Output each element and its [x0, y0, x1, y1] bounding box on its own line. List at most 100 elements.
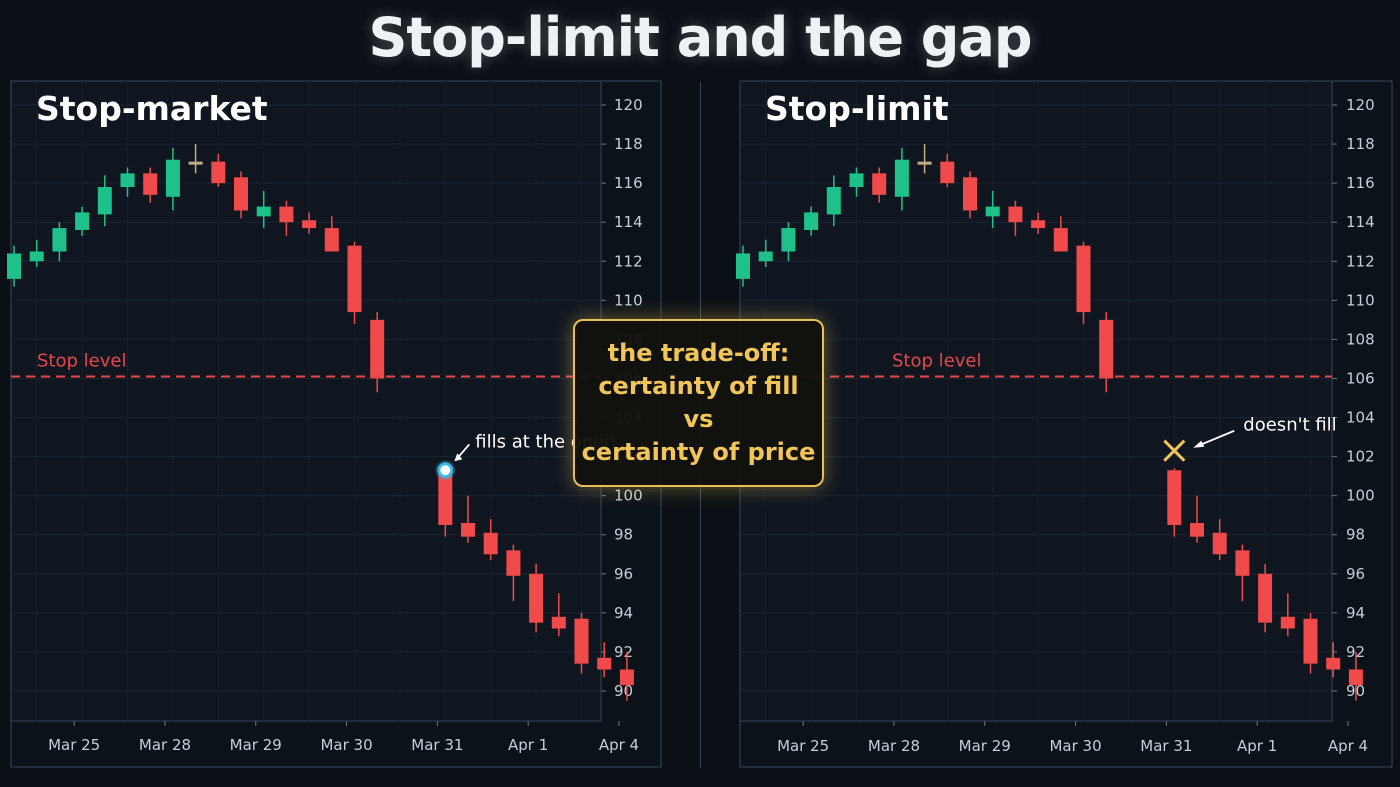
candle-body — [1326, 657, 1341, 670]
candle-body — [324, 228, 339, 252]
x-tick-label: Mar 31 — [1140, 737, 1192, 755]
y-tick-label: 90 — [614, 682, 633, 700]
tradeoff-line-1: the trade-off: — [607, 339, 790, 367]
candle-body — [963, 177, 977, 211]
y-tick-label: 120 — [614, 96, 643, 114]
x-tick-label: Mar 25 — [777, 737, 829, 755]
candle-body — [1008, 206, 1023, 223]
candle-body — [872, 173, 887, 195]
stop-level-label: Stop level — [37, 351, 126, 372]
fill-marker — [437, 462, 454, 479]
candle-body — [29, 251, 44, 262]
tradeoff-callout: the trade-off: certainty of fill vs cert… — [573, 319, 824, 487]
x-tick-label: Mar 30 — [1049, 737, 1101, 755]
candle-body — [302, 220, 317, 229]
x-tick-label: Mar 31 — [411, 736, 463, 754]
candle-body — [188, 161, 203, 165]
x-tick-label: Mar 25 — [48, 736, 100, 754]
candle-body — [940, 161, 955, 184]
candle-body — [1348, 669, 1363, 686]
candle-body — [1099, 319, 1114, 379]
x-tick-label: Mar 29 — [959, 737, 1011, 755]
y-tick-label: 112 — [1346, 252, 1375, 270]
candle-body — [985, 206, 1000, 217]
y-tick-label: 98 — [614, 526, 633, 544]
candle-body — [804, 212, 819, 231]
y-tick-label: 94 — [1346, 604, 1365, 622]
candle-body — [574, 618, 589, 664]
y-tick-label: 96 — [1346, 565, 1365, 583]
no-fill-marker — [1163, 439, 1186, 462]
y-tick-label: 110 — [614, 291, 643, 309]
candle-body — [143, 173, 158, 195]
x-tick-label: Mar 30 — [320, 736, 372, 754]
y-tick-label: 106 — [1346, 369, 1375, 387]
x-tick-label: Mar 28 — [139, 736, 191, 754]
candle-body — [1190, 523, 1204, 537]
x-tick-label: Mar 29 — [230, 736, 282, 754]
candle-body — [370, 319, 385, 379]
candle-body — [1076, 245, 1091, 313]
candle-body — [1258, 573, 1273, 623]
candle-body — [506, 550, 521, 576]
candle-body — [1031, 220, 1046, 229]
candle-body — [461, 523, 475, 537]
y-tick-label: 110 — [1346, 291, 1375, 309]
candle-body — [758, 251, 773, 262]
candle-body — [279, 206, 294, 223]
y-tick-label: 114 — [1346, 213, 1375, 231]
x-tick-label: Apr 4 — [599, 736, 639, 754]
y-tick-label: 100 — [614, 487, 643, 505]
candle-body — [234, 177, 248, 211]
candle-body — [894, 159, 909, 197]
candle-body — [1212, 532, 1227, 555]
x-tick-label: Apr 4 — [1328, 737, 1368, 755]
y-tick-label: 98 — [1346, 526, 1365, 544]
tradeoff-line-3: vs — [683, 405, 714, 433]
page-title: Stop-limit and the gap — [368, 6, 1032, 69]
candle-body — [211, 161, 226, 184]
tradeoff-line-4: certainty of price — [581, 438, 816, 466]
panel-title: Stop-market — [36, 89, 268, 128]
y-tick-label: 108 — [1346, 330, 1375, 348]
y-tick-label: 112 — [614, 252, 643, 270]
plot-area — [739, 80, 1333, 722]
y-tick-label: 116 — [614, 174, 643, 192]
candle-body — [826, 187, 841, 215]
candle-body — [917, 161, 932, 165]
candle-body — [165, 159, 180, 197]
y-tick-label: 92 — [614, 643, 633, 661]
x-tick-label: Apr 1 — [1237, 737, 1277, 755]
candle-body — [120, 173, 135, 188]
candle-body — [849, 173, 864, 188]
candle-body — [597, 657, 612, 670]
candle-body — [1053, 228, 1068, 252]
x-tick-label: Mar 28 — [868, 737, 920, 755]
y-tick-label: 118 — [614, 135, 643, 153]
candle-body — [7, 253, 21, 279]
annotation-text: doesn't fill — [1243, 415, 1336, 436]
candle-body — [619, 669, 634, 686]
candle-body — [52, 228, 67, 252]
candle-body — [551, 616, 566, 629]
y-tick-label: 104 — [1346, 409, 1375, 427]
candle-body — [1280, 616, 1295, 629]
annotation-arrow — [1197, 429, 1235, 447]
candle-body — [347, 245, 362, 313]
annotation-arrowhead — [1193, 440, 1205, 448]
annotation-arrowhead — [454, 453, 463, 462]
y-tick-label: 118 — [1346, 135, 1375, 153]
candle-body — [529, 573, 544, 623]
plot-area — [10, 80, 602, 722]
stop-level-label: Stop level — [892, 351, 981, 372]
tradeoff-line-2: certainty of fill — [598, 372, 799, 400]
candle-body — [1303, 618, 1318, 664]
candle-body — [438, 470, 453, 525]
panel-title: Stop-limit — [765, 89, 949, 128]
candle-body — [736, 253, 750, 279]
y-tick-label: 102 — [1346, 448, 1375, 466]
x-tick-label: Apr 1 — [508, 736, 548, 754]
candle-body — [1167, 470, 1182, 525]
y-tick-label: 96 — [614, 565, 633, 583]
